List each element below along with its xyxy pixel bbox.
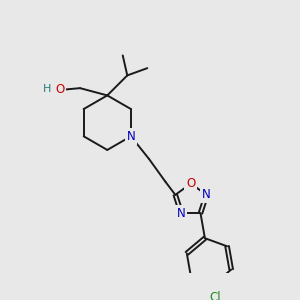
Text: O: O <box>186 177 196 190</box>
Text: N: N <box>127 130 135 143</box>
Text: Cl: Cl <box>209 291 221 300</box>
Text: O: O <box>56 83 65 97</box>
Text: H: H <box>43 84 52 94</box>
Text: N: N <box>177 207 186 220</box>
Text: N: N <box>202 188 211 201</box>
